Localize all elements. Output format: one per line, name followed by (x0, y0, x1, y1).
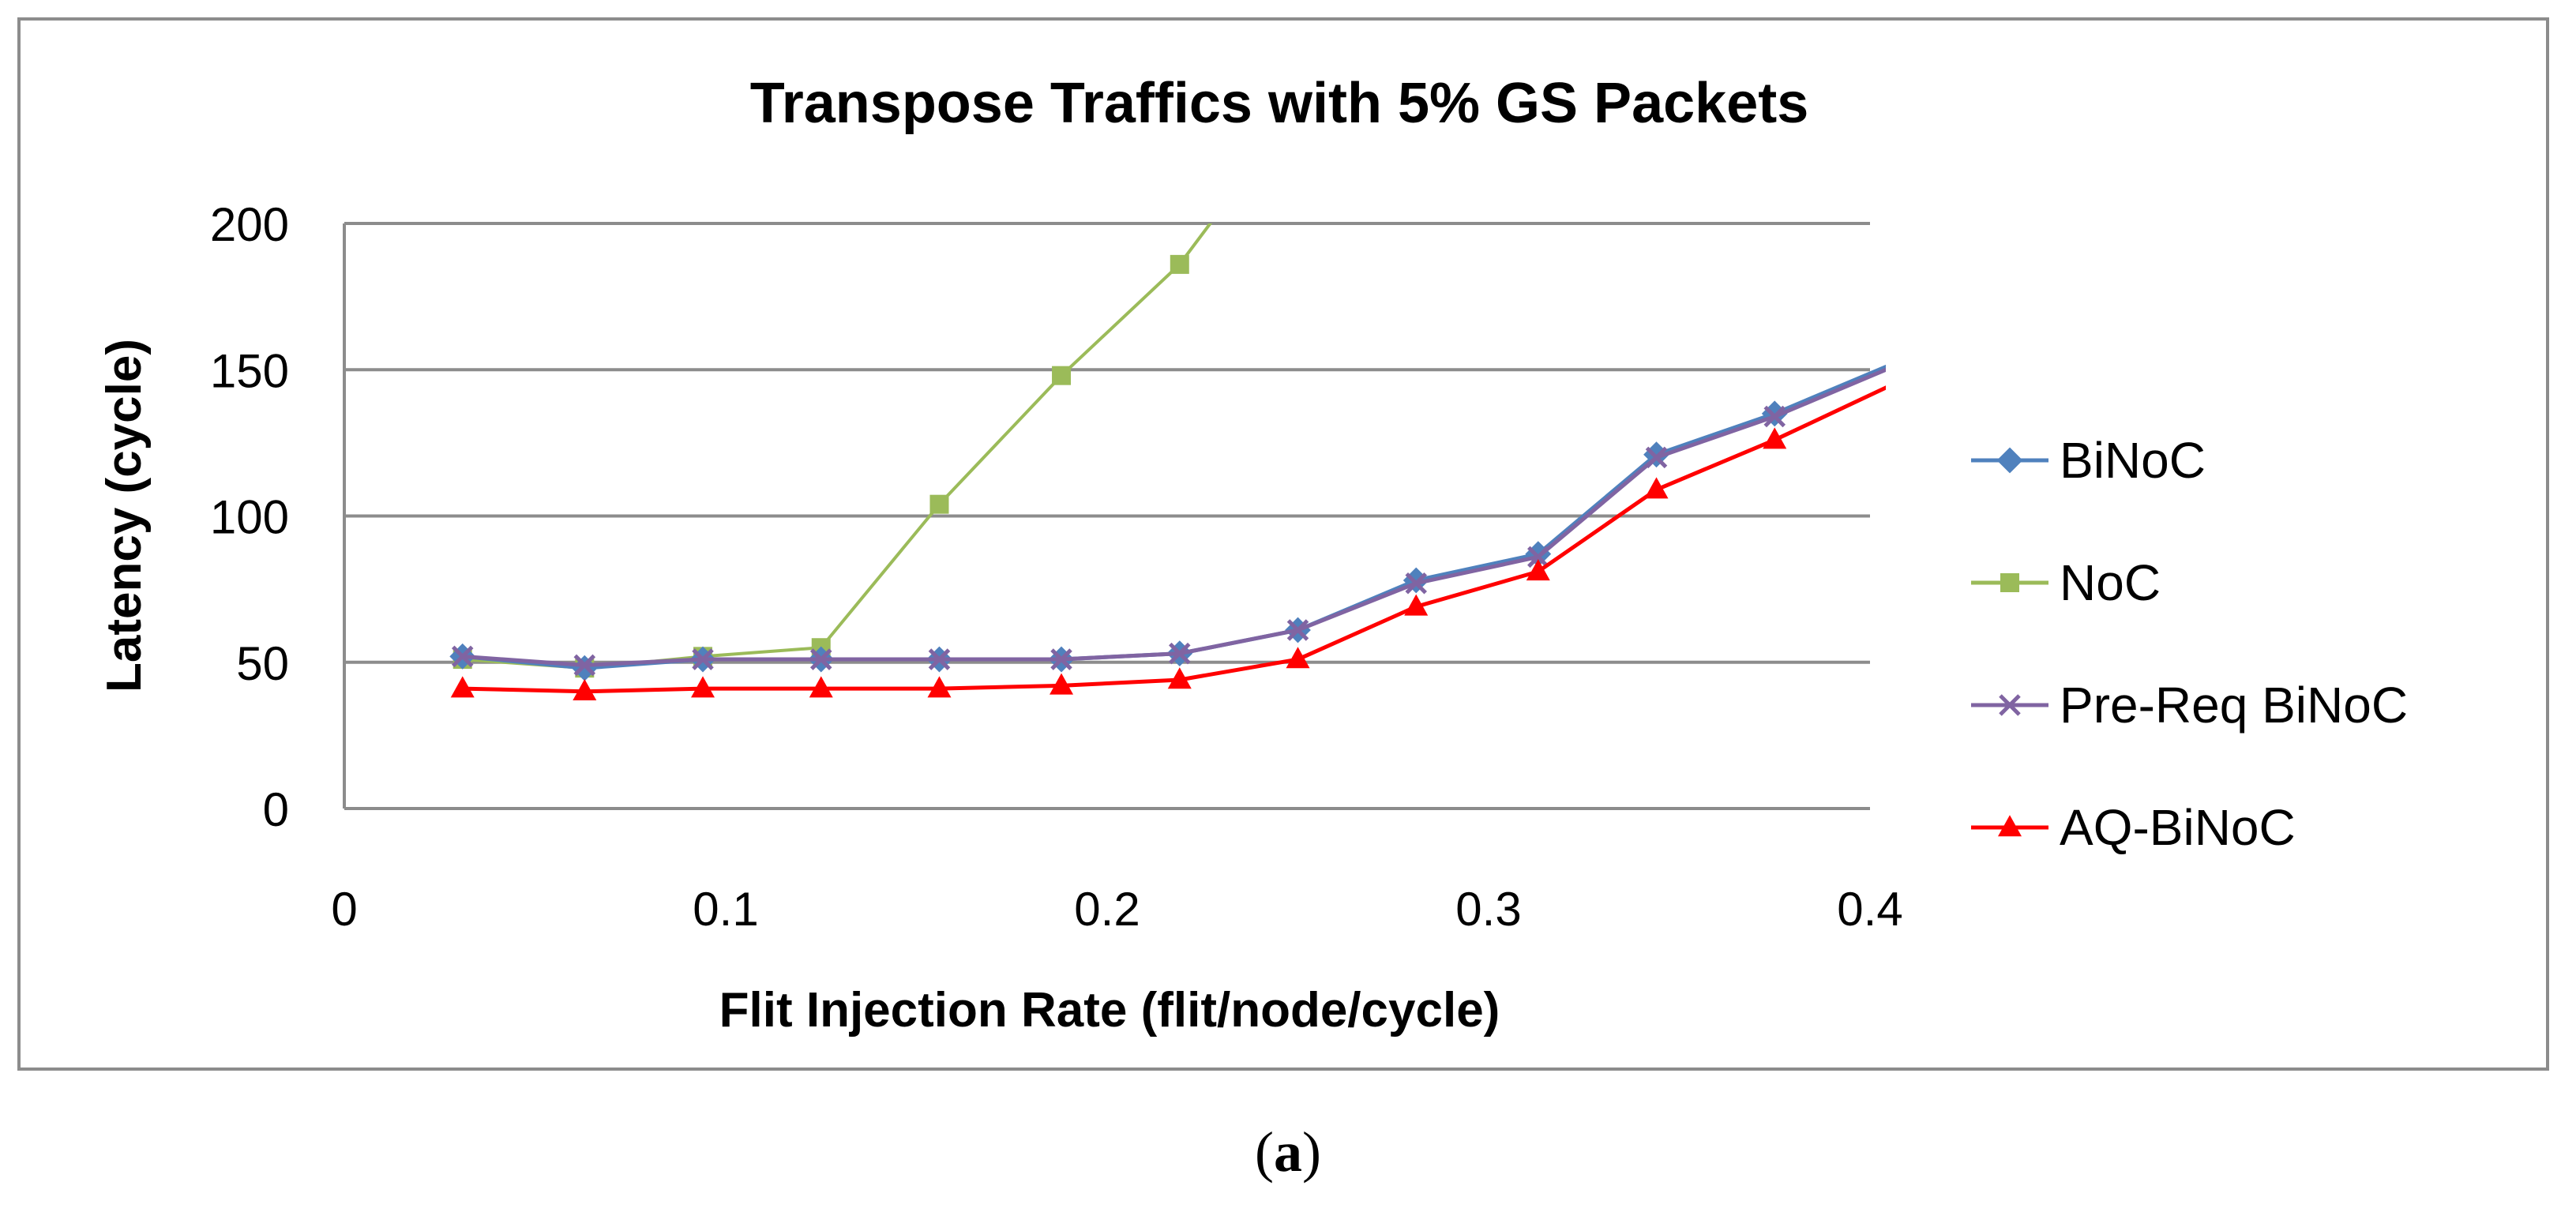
data-point-stroke (1169, 642, 1191, 665)
data-point (573, 654, 596, 677)
data-point (1167, 667, 1192, 689)
plot-area (449, 223, 1886, 701)
legend-item: NoC (1971, 554, 2161, 611)
legend-label: AQ-BiNoC (2060, 799, 2296, 856)
data-point (1763, 427, 1787, 449)
x-tick-label: 0.2 (1074, 883, 1140, 936)
data-point-stroke (1405, 572, 1427, 595)
data-point-stroke (692, 648, 714, 670)
data-point-stroke (928, 648, 951, 670)
data-point-stroke (573, 654, 596, 677)
data-point (1763, 405, 1786, 428)
chart-frame (17, 17, 2549, 1071)
legend-marker (1996, 447, 2023, 474)
caption-label: a (1274, 1120, 1302, 1184)
data-point-stroke (1527, 546, 1549, 568)
x-tick-label: 0 (331, 883, 357, 936)
data-point-stroke (451, 645, 474, 668)
legend-item: Pre-Req BiNoC (1971, 677, 2408, 734)
x-tick-label: 0.3 (1455, 883, 1521, 936)
data-point (1645, 446, 1668, 469)
chart-title: Transpose Traffics with 5% GS Packets (750, 72, 1809, 135)
y-tick-label: 100 (210, 491, 289, 544)
legend-label: BiNoC (2060, 432, 2206, 489)
legend-marker-stroke (1999, 694, 2021, 716)
data-point-stroke (1763, 405, 1786, 428)
y-axis-label: Latency (cycle) (97, 339, 152, 692)
y-tick-label: 150 (210, 344, 289, 397)
data-point (1050, 648, 1072, 670)
legend-marker (1998, 815, 2022, 837)
data-point (1169, 642, 1191, 665)
data-point (1052, 366, 1072, 385)
caption-open: ( (1255, 1120, 1274, 1184)
data-point-stroke (1645, 446, 1668, 469)
data-point (1404, 594, 1429, 616)
data-point (450, 676, 475, 698)
data-point (1286, 647, 1310, 669)
data-point (1286, 619, 1309, 641)
data-point (1527, 546, 1549, 568)
legend-marker (1999, 694, 2021, 716)
chart-svg: Transpose Traffics with 5% GS Packets 0 50… (97, 72, 2408, 1038)
legend-label: Pre-Req BiNoC (2060, 677, 2408, 734)
data-point (928, 648, 951, 670)
legend-item: BiNoC (1971, 432, 2206, 489)
data-point (692, 648, 714, 670)
legend: BiNoC NoC Pre-Req BiNoC AQ-BiNoC (1971, 432, 2408, 856)
data-point (1526, 559, 1550, 581)
legend-item: AQ-BiNoC (1971, 799, 2296, 856)
figure-caption: (a) (0, 1120, 2576, 1185)
data-point (573, 679, 597, 701)
legend-marker (2000, 573, 2019, 592)
series-aq-binoc (450, 385, 1886, 701)
y-tick-label: 0 (263, 783, 289, 836)
series-noc (452, 223, 1213, 678)
data-point (1405, 572, 1427, 595)
x-tick-label: 0.1 (693, 883, 758, 936)
legend-label: NoC (2060, 554, 2161, 611)
data-point (451, 645, 474, 668)
data-point (691, 676, 715, 698)
x-tick-label: 0.4 (1837, 883, 1902, 936)
caption-close: ) (1302, 1120, 1321, 1184)
series-binoc (449, 364, 1886, 681)
data-point-stroke (809, 648, 832, 670)
data-point (809, 676, 833, 698)
data-point (1644, 477, 1669, 499)
y-tick-label: 200 (210, 198, 289, 251)
data-point (927, 676, 952, 698)
series-pre-req-binoc (451, 367, 1886, 677)
data-point-stroke (1050, 648, 1072, 670)
data-point (929, 494, 949, 514)
data-point (809, 648, 832, 670)
data-point (1170, 254, 1189, 274)
data-point-stroke (1286, 619, 1309, 641)
series-line (462, 223, 1213, 670)
x-axis-label: Flit Injection Rate (flit/node/cycle) (719, 983, 1500, 1038)
y-tick-label: 50 (236, 637, 289, 690)
data-point (1050, 673, 1074, 695)
